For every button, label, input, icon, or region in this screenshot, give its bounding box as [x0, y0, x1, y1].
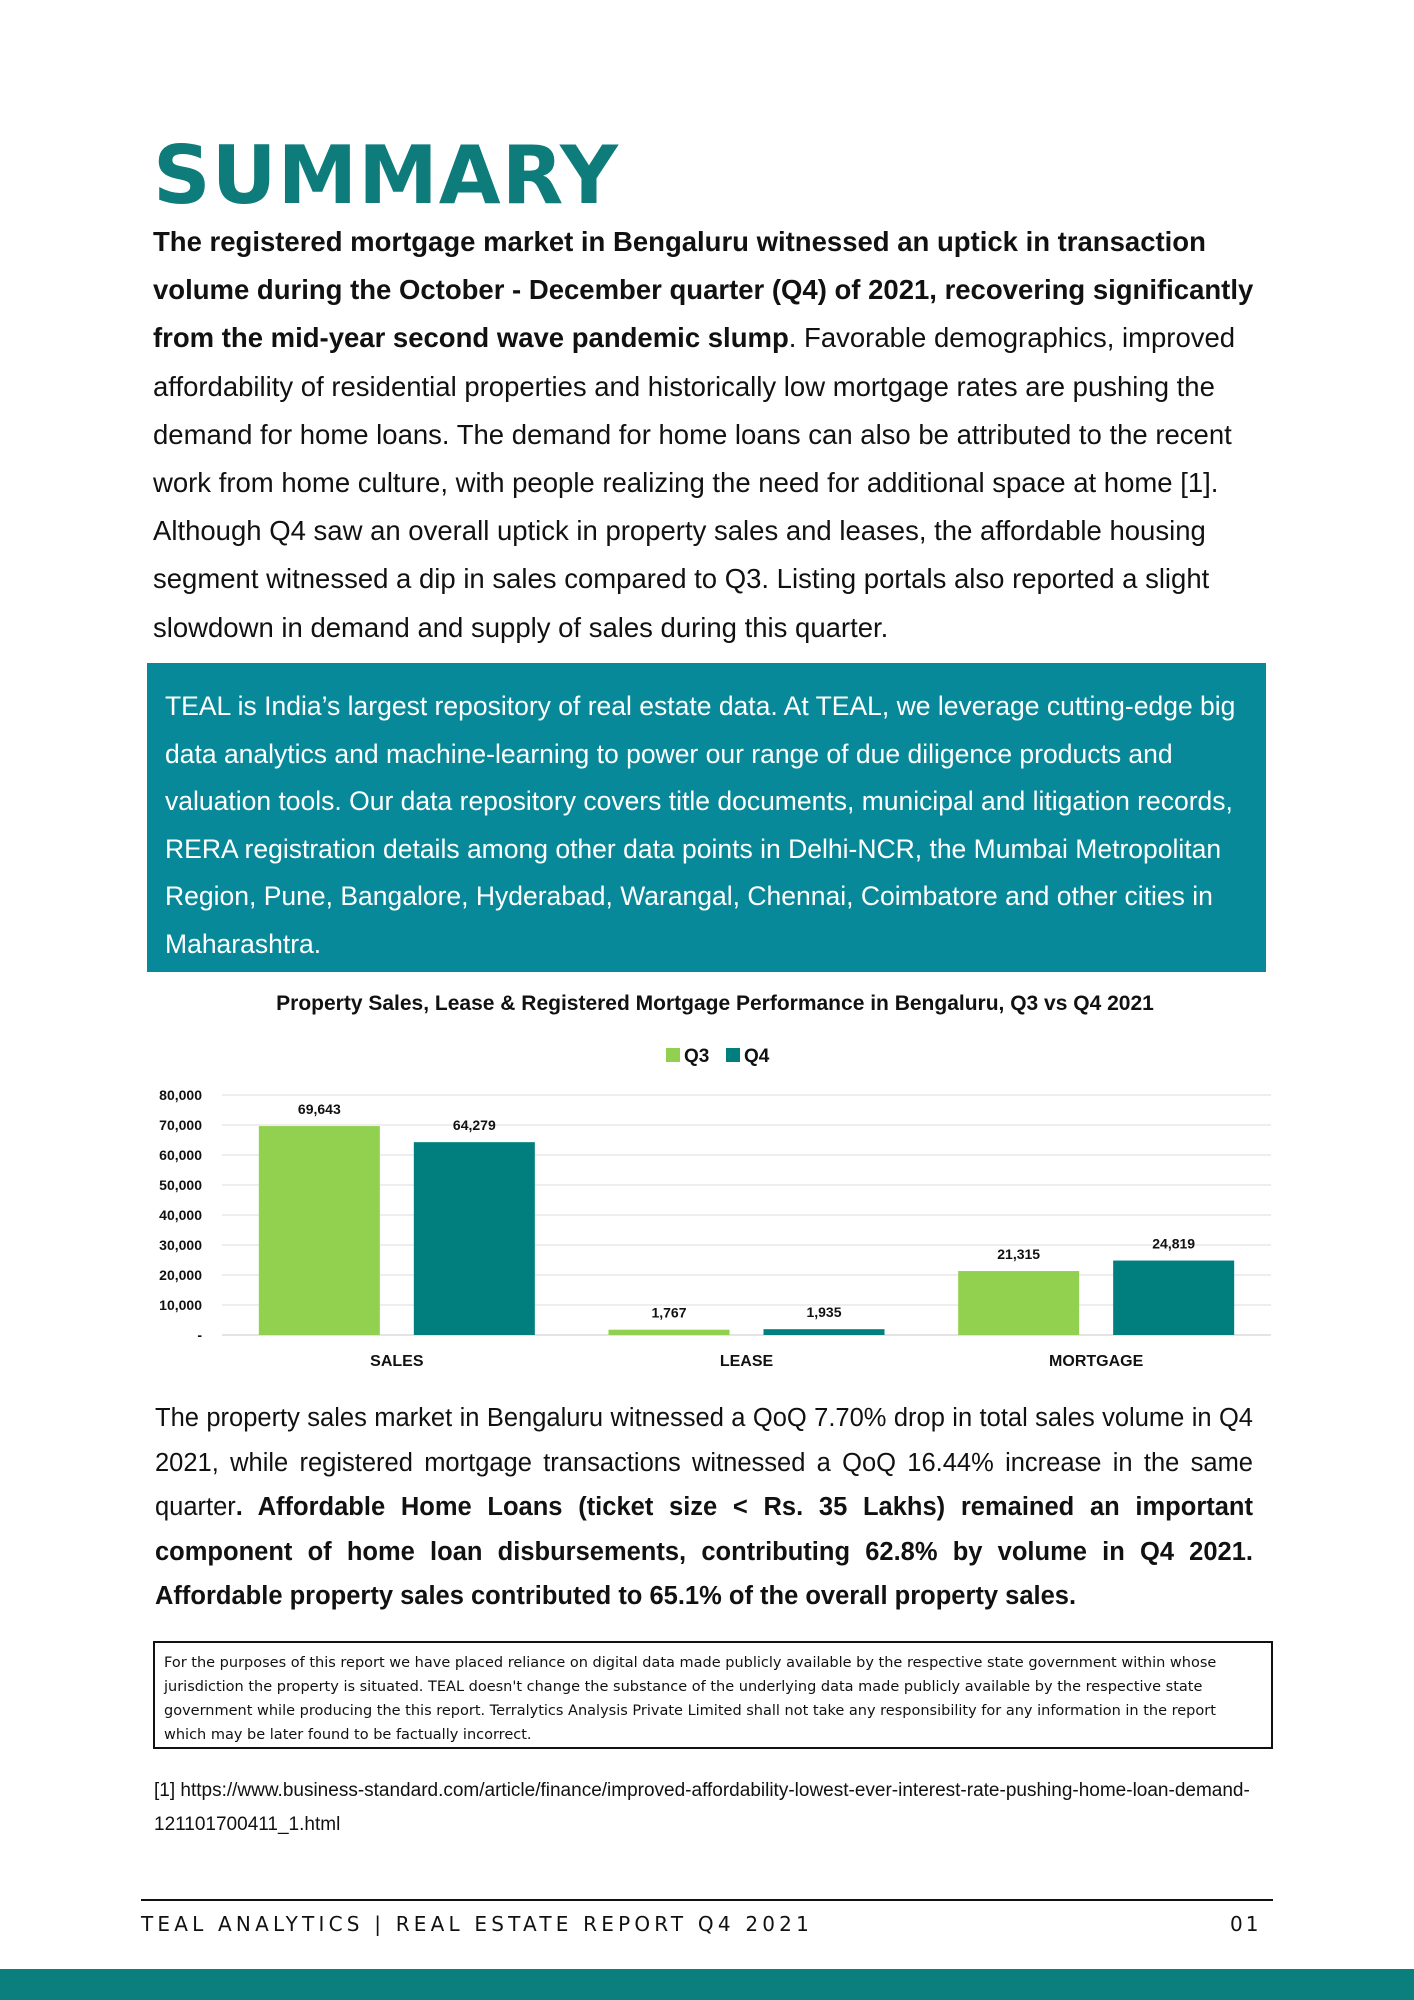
x-tick-label: MORTGAGE [1049, 1353, 1144, 1370]
legend-label-q3: Q3 [684, 1046, 709, 1067]
disclaimer-text: For the purposes of this report we have … [164, 1655, 1217, 1743]
intro-bold-text: The registered mortgage market in Bengal… [153, 226, 1254, 354]
bar-chart: Property Sales, Lease & Registered Mortg… [159, 992, 1271, 1370]
footer-color-band [0, 1969, 1414, 2000]
data-label: 64,279 [453, 1117, 496, 1133]
y-tick-label: 20,000 [159, 1267, 202, 1283]
bar-q4-mortgage [1113, 1260, 1235, 1335]
footnote-reference: [1] https://www.business-standard.com/ar… [154, 1780, 1250, 1835]
x-tick-label: LEASE [720, 1353, 774, 1370]
y-tick-label: 80,000 [159, 1087, 202, 1103]
y-tick-label: 50,000 [159, 1177, 202, 1193]
y-tick-label: - [197, 1327, 202, 1343]
analysis-paragraph: The property sales market in Bengaluru w… [155, 1396, 1253, 1619]
data-label: 21,315 [997, 1246, 1040, 1262]
footer-divider [141, 1899, 1273, 1901]
analysis-text: The property sales market in Bengaluru w… [155, 1404, 1253, 1522]
y-tick-label: 40,000 [159, 1207, 202, 1223]
data-label: 24,819 [1152, 1236, 1195, 1252]
chart-gridlines [222, 1094, 1271, 1336]
data-label: 1,767 [651, 1305, 686, 1321]
about-text: TEAL is India’s largest repository of re… [165, 691, 1236, 959]
page-title: SUMMARY [153, 129, 619, 222]
footer-report-name: TEAL ANALYTICS | REAL ESTATE REPORT Q4 2… [141, 1912, 814, 1936]
chart-title: Property Sales, Lease & Registered Mortg… [276, 992, 1154, 1015]
analysis-bold-text: . Affordable Home Loans (ticket size < R… [155, 1493, 1253, 1611]
chart-bars [258, 1126, 1235, 1335]
y-tick-label: 70,000 [159, 1117, 202, 1133]
legend-label-q4: Q4 [744, 1046, 770, 1067]
y-tick-label: 30,000 [159, 1237, 202, 1253]
y-tick-label: 10,000 [159, 1297, 202, 1313]
chart-legend: Q3 Q4 [666, 1046, 770, 1067]
x-tick-label: SALES [370, 1353, 424, 1370]
bar-q3-sales [258, 1126, 380, 1335]
y-axis-labels: - 10,000 20,000 30,000 40,000 50,000 60,000 70,… [159, 1087, 202, 1343]
disclaimer-box: For the purposes of this report we have … [153, 1641, 1273, 1749]
bar-q4-lease [763, 1329, 885, 1335]
legend-swatch-q3 [666, 1048, 680, 1062]
intro-paragraph: The registered mortgage market in Bengal… [153, 218, 1273, 652]
data-label: 69,643 [298, 1101, 341, 1117]
data-labels: 69,643 64,279 1,767 1,935 21,315 24,819 [298, 1101, 1195, 1321]
about-teal-box: TEAL is India’s largest repository of re… [147, 663, 1266, 972]
legend-swatch-q4 [726, 1048, 740, 1062]
data-label: 1,935 [806, 1304, 841, 1320]
page-number: 01 [1230, 1912, 1262, 1936]
bar-q3-lease [608, 1329, 730, 1335]
bar-q4-sales [413, 1142, 535, 1335]
y-tick-label: 60,000 [159, 1147, 202, 1163]
intro-text: . Favorable demographics, improved affor… [153, 322, 1236, 643]
bar-q3-mortgage [958, 1271, 1080, 1335]
x-axis-labels: SALES LEASE MORTGAGE [370, 1353, 1143, 1370]
